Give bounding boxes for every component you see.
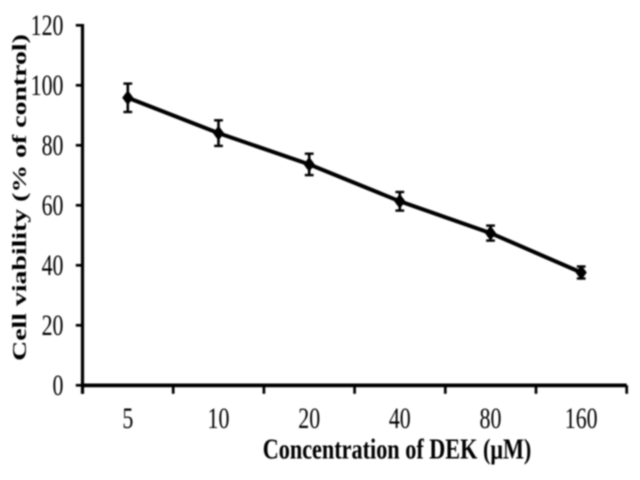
svg-text:160: 160 [565,402,598,435]
svg-text:10: 10 [208,402,230,435]
svg-text:40: 40 [389,402,411,435]
svg-text:40: 40 [42,249,64,282]
svg-text:Cell viability (% of control): Cell viability (% of control) [8,34,31,361]
svg-text:100: 100 [31,69,64,102]
svg-text:60: 60 [42,189,64,222]
svg-text:Concentration of DEK (μM): Concentration of DEK (μM) [263,435,532,466]
svg-text:120: 120 [31,9,64,42]
svg-text:80: 80 [480,402,502,435]
svg-text:5: 5 [122,402,133,435]
svg-text:20: 20 [298,402,320,435]
svg-text:80: 80 [42,129,64,162]
svg-text:0: 0 [53,369,64,402]
svg-text:20: 20 [42,309,64,342]
